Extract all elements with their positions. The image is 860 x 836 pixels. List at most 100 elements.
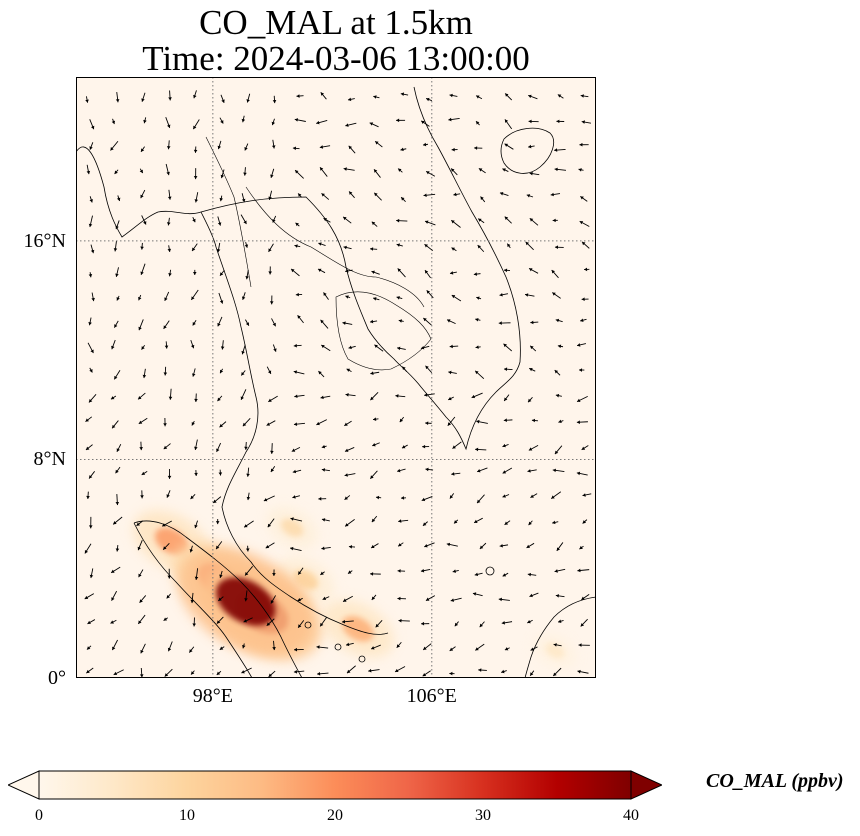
wind-arrow [246,467,250,477]
wind-arrow [477,218,485,224]
wind-arrow [241,344,246,355]
wind-arrow [420,568,431,573]
y-tick-label: 0° [48,667,66,689]
wind-arrow [290,268,300,277]
wind-arrow [479,542,487,550]
wind-arrow [503,418,513,423]
wind-arrow [348,191,355,199]
wind-arrow [346,665,356,674]
wind-arrow [245,319,250,326]
wind-arrow [194,470,198,476]
wind-arrow [167,568,172,579]
wind-arrow [426,290,434,299]
wind-arrow [451,472,461,476]
wind-arrow [375,495,382,500]
wind-arrow [504,93,513,101]
wind-arrow [215,541,223,550]
wind-arrow [557,94,564,99]
wind-arrow [271,318,277,327]
wind-arrow [528,444,539,451]
border-myanmar [205,136,252,288]
wind-arrow [219,269,225,277]
wind-arrow [297,567,304,575]
wind-arrow [243,617,253,623]
wind-arrow [190,339,195,349]
wind-arrow [345,642,354,647]
wind-arrow [291,446,301,452]
map-background [76,77,596,678]
wind-arrow [290,517,303,522]
wind-arrow [581,593,590,601]
wind-arrow [498,321,511,325]
wind-arrow [576,343,586,347]
wind-arrow [85,96,89,103]
wind-arrow [166,217,171,226]
wind-arrow [554,167,567,172]
wind-arrow [294,394,305,399]
wind-arrow [166,140,171,150]
wind-arrow [220,169,225,179]
wind-arrow [240,214,247,225]
wind-arrow [476,494,485,504]
wind-arrow [423,193,436,198]
wind-arrow [89,196,93,203]
wind-arrow [297,314,304,324]
wind-arrow [116,443,122,452]
wind-arrow [219,421,227,428]
wind-arrow [345,269,353,273]
wind-arrow [402,366,408,372]
wind-arrow [424,243,434,252]
wind-arrow [531,418,539,423]
wind-arrow [527,396,533,403]
wind-arrow [219,195,224,202]
wind-arrow [163,320,170,330]
wind-arrow [451,147,458,152]
wind-arrow [397,168,403,173]
co-plume-core [545,643,565,659]
wind-arrow [89,119,95,130]
wind-arrow [478,668,487,672]
wind-arrow [528,119,539,124]
wind-arrow [375,620,383,628]
wind-arrow [342,321,353,325]
wind-arrow [317,268,326,274]
coastline-indochina-east [200,86,521,451]
wind-arrow [320,319,329,329]
wind-arrow [190,289,199,301]
wind-arrow [370,644,381,650]
wind-arrow [115,545,120,552]
wind-arrow [241,193,246,203]
wind-arrow [190,670,195,675]
wind-arrow [295,222,300,227]
wind-arrow [576,420,588,424]
wind-arrow [474,370,485,380]
wind-arrow [192,269,197,275]
wind-arrow [115,267,119,277]
wind-arrow [504,647,510,651]
wind-arrow [321,444,327,449]
wind-arrow [140,146,145,153]
co-plume-core [215,577,276,626]
wind-arrow [219,368,224,374]
wind-arrow [344,420,352,427]
colorbar-extend-right [630,770,662,800]
wind-arrow [344,473,356,477]
wind-arrow [344,519,355,527]
wind-arrow [552,520,559,525]
wind-arrow [138,319,144,331]
wind-arrow [529,345,537,352]
wind-arrow [267,518,275,528]
wind-arrow [424,269,431,279]
wind-arrow [191,420,195,426]
coastline-layer [76,86,596,678]
wind-arrow [194,520,198,529]
wind-arrow [294,169,304,179]
wind-arrow [167,189,172,200]
wind-arrow [554,568,566,573]
wind-arrow [476,467,488,473]
wind-arrow [318,497,327,501]
wind-arrow [136,520,144,527]
wind-arrow [297,193,302,198]
coastline-island-4 [485,566,495,576]
wind-arrow [529,592,539,598]
